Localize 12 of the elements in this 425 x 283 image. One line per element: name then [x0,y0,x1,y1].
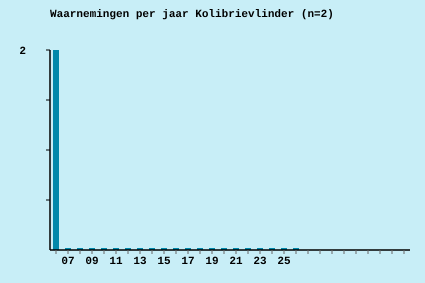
x-tick-label: 13 [133,256,147,268]
chart-title: Waarnemingen per jaar Kolibrievlinder (n=2) [50,9,334,21]
x-tick-label: 11 [109,256,123,268]
x-tick-label: 25 [277,256,291,268]
x-tick-label: 23 [253,256,267,268]
x-tick-label: 19 [205,256,219,268]
x-tick-label: 07 [61,256,75,268]
x-tick-label: 21 [229,256,243,268]
x-tick-label: 15 [157,256,171,268]
x-tick-label: 09 [85,256,99,268]
x-tick-label: 17 [181,256,195,268]
y-tick-label: 2 [19,46,26,58]
